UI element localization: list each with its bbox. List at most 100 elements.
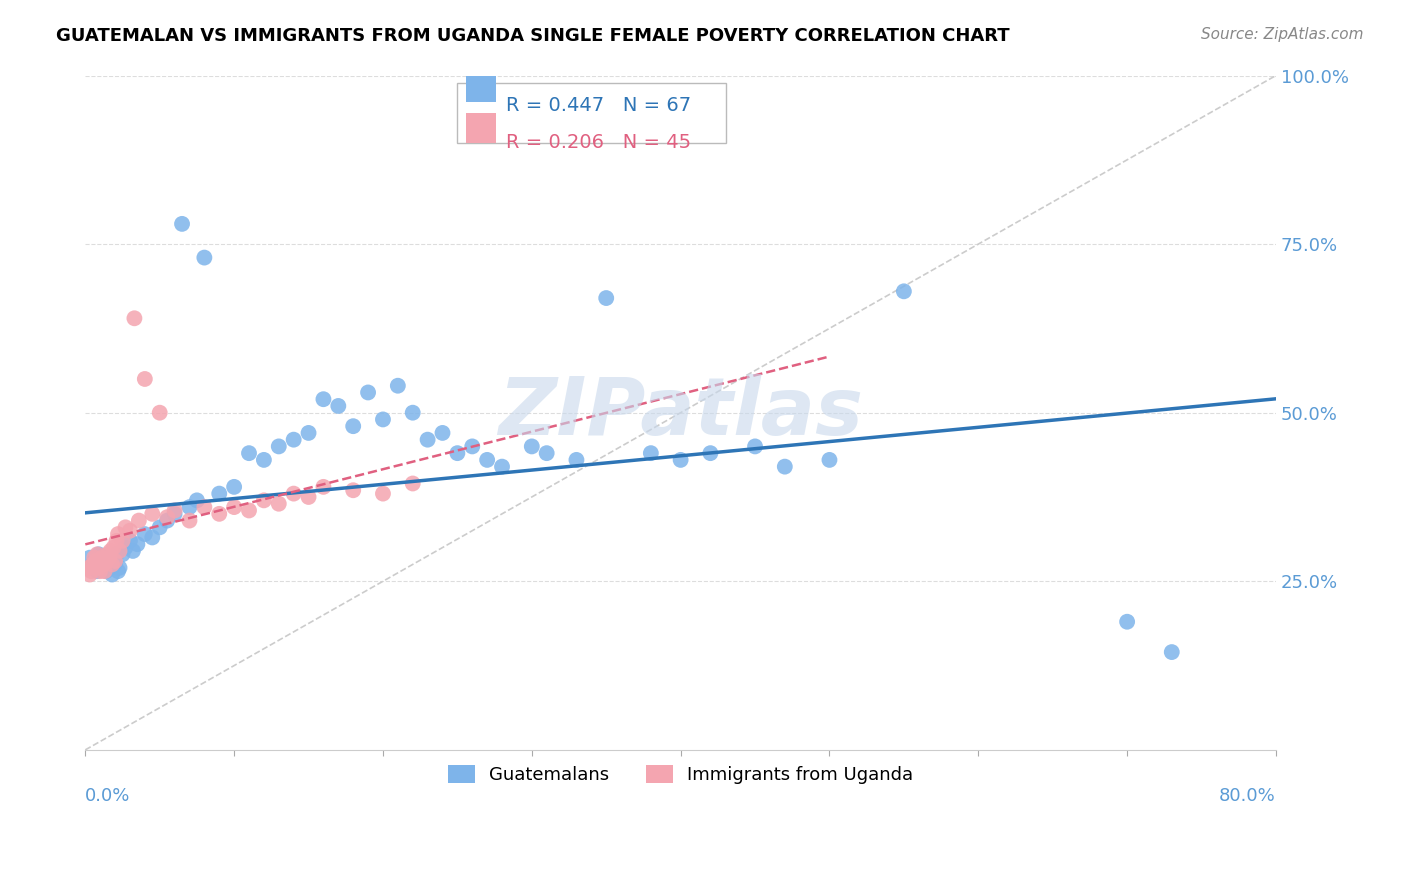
Point [773, 459, 796, 474]
Point [1116, 615, 1139, 629]
Point [893, 285, 915, 299]
Point [170, 217, 193, 231]
Point [91, 561, 114, 575]
Text: ZIPatlas: ZIPatlas [498, 374, 863, 451]
Point [122, 544, 145, 558]
Point [536, 446, 558, 460]
Point [87, 547, 110, 561]
Point [97, 547, 120, 561]
Point [432, 425, 454, 440]
Point [94, 554, 117, 568]
Point [89, 564, 111, 578]
Point [297, 490, 319, 504]
Point [103, 541, 125, 555]
Text: Source: ZipAtlas.com: Source: ZipAtlas.com [1201, 27, 1364, 42]
Point [83, 554, 105, 568]
Point [156, 510, 179, 524]
Point [105, 547, 128, 561]
Point [744, 439, 766, 453]
Point [416, 433, 439, 447]
Text: R = 0.447   N = 67: R = 0.447 N = 67 [506, 95, 690, 115]
Point [179, 500, 201, 514]
Point [79, 567, 101, 582]
Point [141, 507, 163, 521]
Point [114, 520, 136, 534]
Point [90, 550, 112, 565]
Point [163, 503, 186, 517]
Text: 0.0%: 0.0% [86, 787, 131, 805]
Point [101, 567, 124, 582]
Point [93, 550, 115, 565]
Point [156, 514, 179, 528]
Point [357, 385, 380, 400]
Point [224, 500, 246, 514]
Point [84, 554, 107, 568]
Point [107, 564, 129, 578]
Point [297, 425, 319, 440]
Point [371, 486, 394, 500]
Bar [467, 72, 496, 103]
Point [371, 412, 394, 426]
Point [124, 311, 146, 326]
Point [402, 406, 425, 420]
Point [402, 476, 425, 491]
Point [107, 527, 129, 541]
Point [149, 520, 172, 534]
Point [89, 558, 111, 572]
Point [238, 446, 260, 460]
Point [103, 550, 125, 565]
Point [193, 500, 215, 514]
Point [224, 480, 246, 494]
Point [134, 527, 156, 541]
Point [91, 558, 114, 572]
Point [186, 493, 208, 508]
Point [461, 439, 484, 453]
Point [97, 558, 120, 572]
Point [179, 514, 201, 528]
Point [163, 507, 186, 521]
Point [128, 514, 150, 528]
Point [520, 439, 543, 453]
Point [342, 483, 364, 498]
Point [127, 537, 149, 551]
Point [238, 503, 260, 517]
Point [475, 453, 498, 467]
Point [77, 561, 100, 575]
Point [84, 561, 107, 575]
Point [83, 550, 105, 565]
Point [118, 524, 141, 538]
Point [208, 507, 231, 521]
Point [253, 453, 276, 467]
Point [82, 558, 104, 572]
Point [669, 453, 692, 467]
Point [79, 550, 101, 565]
Point [141, 531, 163, 545]
Point [491, 459, 513, 474]
Point [111, 547, 134, 561]
Point [640, 446, 662, 460]
Text: 80.0%: 80.0% [1219, 787, 1277, 805]
Point [93, 564, 115, 578]
Point [86, 564, 108, 578]
Point [86, 547, 108, 561]
Point [699, 446, 721, 460]
Point [94, 564, 117, 578]
Point [565, 453, 588, 467]
Point [87, 561, 110, 575]
Point [98, 550, 121, 565]
Point [100, 561, 122, 575]
Point [101, 558, 124, 572]
Point [114, 541, 136, 555]
Point [108, 544, 131, 558]
Point [312, 480, 335, 494]
Point [267, 497, 290, 511]
Point [118, 533, 141, 548]
Point [446, 446, 468, 460]
Point [104, 554, 127, 568]
Point [387, 378, 409, 392]
Point [100, 544, 122, 558]
Point [342, 419, 364, 434]
Point [149, 406, 172, 420]
Point [1160, 645, 1182, 659]
Point [253, 493, 276, 508]
